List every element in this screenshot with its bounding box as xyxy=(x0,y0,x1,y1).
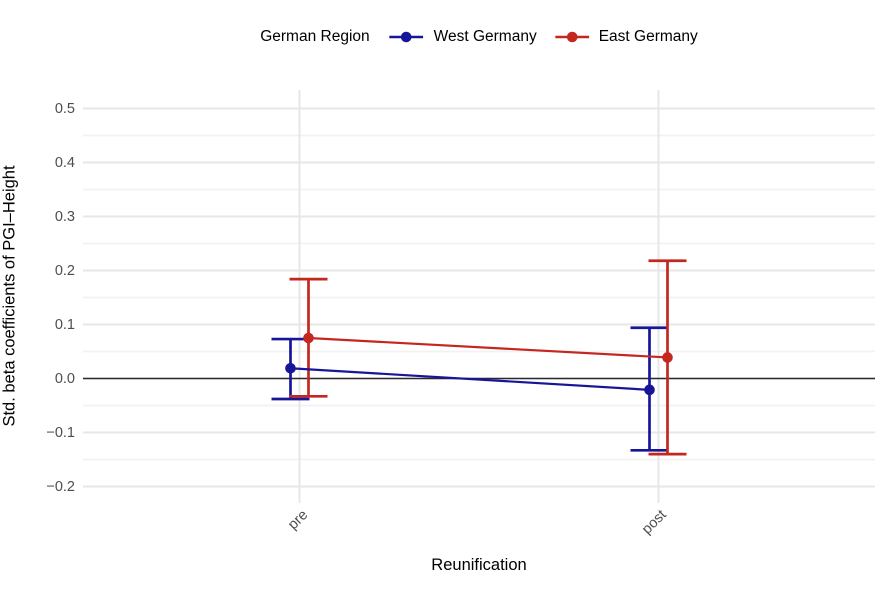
data-point xyxy=(285,362,296,374)
legend-item: East Germany xyxy=(554,28,698,46)
series-line xyxy=(290,367,650,391)
legend-items: West Germany East Germany xyxy=(389,28,698,46)
y-tick-label: 0.5 xyxy=(54,100,75,117)
data-point xyxy=(644,384,655,396)
legend-key-line-dot-icon xyxy=(554,31,589,43)
legend-title: German Region xyxy=(260,28,370,45)
x-tick-label: pre xyxy=(284,507,311,534)
data-point xyxy=(662,352,673,363)
y-tick-label: 0.1 xyxy=(54,316,75,333)
y-tick-label: 0.4 xyxy=(54,154,75,171)
legend-item: West Germany xyxy=(389,28,537,46)
data-point xyxy=(303,332,314,344)
y-tick-label: 0.3 xyxy=(54,208,75,225)
legend: German Region West Germany East Germany xyxy=(260,28,698,46)
legend-item-label: East Germany xyxy=(598,28,698,45)
y-tick-label: −0.2 xyxy=(46,478,75,495)
legend-item-label: West Germany xyxy=(433,28,537,45)
series-line xyxy=(308,336,668,359)
y-axis-title: Std. beta coefficients of PGI–Height xyxy=(0,165,19,427)
plot-panel xyxy=(83,90,875,503)
x-tick-label: post xyxy=(639,507,670,538)
legend-key-line-dot-icon xyxy=(389,31,424,43)
y-tick-label: −0.1 xyxy=(46,424,75,441)
y-tick-label: 0.0 xyxy=(54,370,75,387)
x-axis-title: Reunification xyxy=(431,556,527,574)
y-tick-label: 0.2 xyxy=(54,262,75,279)
